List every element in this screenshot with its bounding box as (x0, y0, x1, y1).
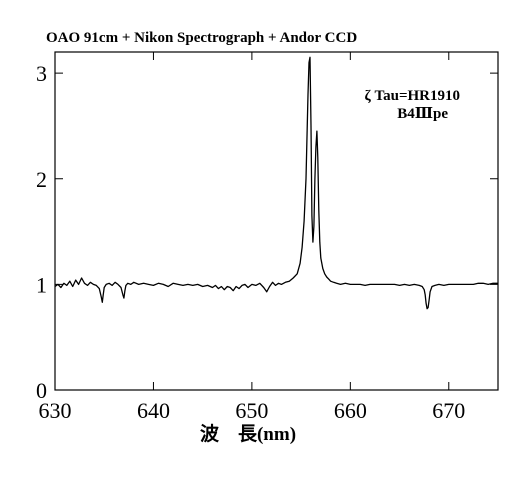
x-axis-label: 波 長(nm) (200, 422, 296, 445)
plot-frame (54, 51, 499, 391)
y-tick-label: 2 (36, 167, 47, 192)
x-axis-ticks: 630 640 650 660 670 (39, 52, 465, 423)
x-tick-label: 640 (137, 398, 170, 423)
chart-title: OAO 91cm + Nikon Spectrograph + Andor CC… (46, 30, 358, 46)
y-tick-label: 1 (36, 272, 47, 297)
star-name-annotation: ζ Tau=HR1910 (365, 88, 460, 104)
y-tick-label: 0 (36, 378, 47, 403)
spectrum-line (54, 56, 498, 310)
spectral-type-annotation: B4Ⅲpe (397, 106, 448, 122)
x-tick-label: 630 (39, 398, 72, 423)
x-tick-label: 660 (334, 398, 367, 423)
y-axis-ticks: 0 1 2 3 (36, 61, 498, 403)
x-tick-label: 650 (235, 398, 268, 423)
y-tick-label: 3 (36, 61, 47, 86)
x-tick-label: 670 (432, 398, 465, 423)
